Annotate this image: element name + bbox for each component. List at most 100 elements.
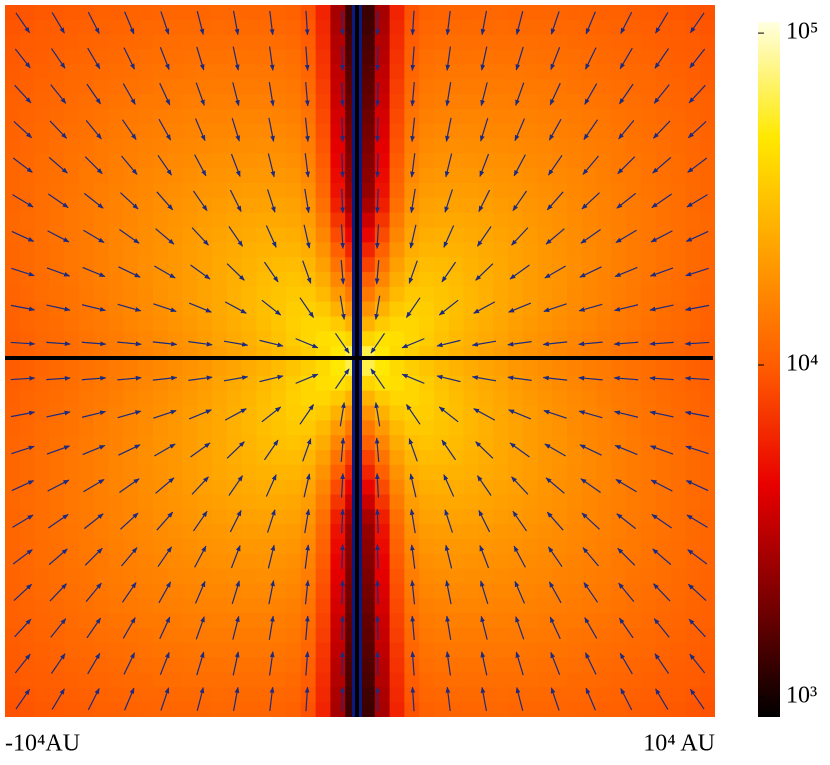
arrow xyxy=(480,82,488,107)
field-cell xyxy=(34,49,50,65)
arrow xyxy=(117,410,142,419)
field-cell xyxy=(64,687,80,703)
field-cell xyxy=(138,464,154,481)
field-cell xyxy=(567,49,583,65)
field-cell xyxy=(374,108,391,125)
field-cell xyxy=(271,108,287,125)
field-cell xyxy=(123,138,139,154)
field-cell xyxy=(300,479,317,496)
field-cell xyxy=(700,568,715,585)
field-cell xyxy=(611,568,627,585)
field-cell xyxy=(374,79,391,95)
field-cell xyxy=(537,464,553,481)
field-cell xyxy=(685,642,701,659)
field-cell xyxy=(596,197,613,214)
field-cell xyxy=(419,212,435,229)
field-cell xyxy=(108,524,124,540)
field-cell xyxy=(34,568,50,585)
field-cell xyxy=(93,5,110,21)
field-cell xyxy=(167,702,184,717)
field-cell xyxy=(167,450,184,466)
field-cell xyxy=(507,524,524,540)
field-cell xyxy=(537,286,553,303)
field-cell xyxy=(197,390,213,407)
field-cell xyxy=(241,583,258,599)
field-cell xyxy=(596,49,613,65)
field-cell xyxy=(670,153,687,169)
field-cell xyxy=(34,657,50,674)
field-cell xyxy=(108,479,124,496)
field-cell xyxy=(360,672,376,688)
field-cell xyxy=(360,509,376,525)
arrow xyxy=(191,476,209,495)
field-cell xyxy=(389,212,405,229)
field-cell xyxy=(670,628,687,644)
field-cell xyxy=(685,138,701,154)
field-cell xyxy=(241,390,258,407)
field-cell xyxy=(271,494,287,510)
field-cell xyxy=(19,138,36,154)
field-cell xyxy=(700,138,715,154)
field-cell xyxy=(34,435,50,451)
field-cell xyxy=(108,361,124,377)
field-cell xyxy=(64,197,80,214)
field-cell xyxy=(226,628,243,644)
field-cell xyxy=(5,435,21,451)
field-cell xyxy=(448,598,465,614)
field-cell xyxy=(522,509,539,525)
field-cell xyxy=(241,153,258,169)
field-cell xyxy=(167,272,184,288)
field-cell xyxy=(49,242,65,258)
field-cell xyxy=(522,108,539,125)
field-cell xyxy=(700,435,715,451)
field-cell xyxy=(389,450,405,466)
field-cell xyxy=(611,657,627,674)
field-cell xyxy=(448,642,465,659)
field-cell xyxy=(641,598,657,614)
field-cell xyxy=(522,49,539,65)
arrow xyxy=(444,544,453,569)
field-cell xyxy=(286,212,302,229)
field-cell xyxy=(567,197,583,214)
field-cell xyxy=(5,79,21,95)
field-cell xyxy=(670,49,687,65)
field-cell xyxy=(226,494,243,510)
field-cell xyxy=(567,123,583,140)
field-cell xyxy=(152,64,169,80)
field-cell xyxy=(463,197,479,214)
field-cell xyxy=(197,568,213,585)
field-cell xyxy=(64,64,80,80)
field-cell xyxy=(256,49,272,65)
field-cell xyxy=(182,375,198,392)
field-cell xyxy=(182,49,198,65)
field-cell xyxy=(256,331,272,347)
field-cell xyxy=(507,420,524,436)
field-cell xyxy=(567,19,583,36)
field-cell xyxy=(360,583,376,599)
field-cell xyxy=(78,227,95,243)
arrow xyxy=(614,444,638,456)
field-cell xyxy=(537,5,553,21)
arrow xyxy=(121,547,138,567)
arrow xyxy=(121,582,137,603)
field-cell xyxy=(138,598,154,614)
field-cell xyxy=(537,361,553,377)
field-cell xyxy=(493,598,509,614)
field-cell xyxy=(226,361,243,377)
field-cell xyxy=(93,197,110,214)
field-cell xyxy=(315,583,332,599)
arrow xyxy=(232,46,240,71)
field-cell xyxy=(138,539,154,555)
field-cell xyxy=(271,375,287,392)
field-cell xyxy=(581,405,598,421)
field-cell xyxy=(108,34,124,51)
field-cell xyxy=(330,494,346,510)
field-cell xyxy=(241,405,258,421)
field-cell xyxy=(167,34,184,51)
field-cell xyxy=(522,123,539,140)
arrow xyxy=(653,84,670,104)
field-cell xyxy=(522,272,539,288)
field-cell xyxy=(64,553,80,570)
field-cell xyxy=(241,435,258,451)
field-cell xyxy=(241,613,258,629)
